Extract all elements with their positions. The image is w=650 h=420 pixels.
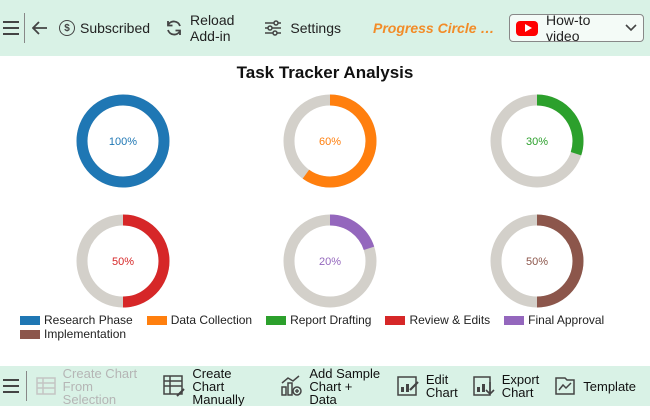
legend-item-review-and-edits: Review & Edits xyxy=(385,313,490,327)
sliders-icon xyxy=(265,20,282,36)
add-sample-label-1: Add Sample xyxy=(309,365,381,381)
legend-item-research-phase: Research Phase xyxy=(20,313,133,327)
progress-value-label: 60% xyxy=(319,136,341,148)
create-manual-label-2: Manually xyxy=(192,391,245,407)
progress-value-label: 50% xyxy=(526,256,548,268)
legend-item-data-collection: Data Collection xyxy=(146,313,253,327)
add-sample-label-2: Chart + Data xyxy=(309,378,353,407)
progress-circle-review-and-edits: 50% xyxy=(76,214,170,308)
table-icon xyxy=(35,377,56,395)
back-arrow-icon[interactable] xyxy=(29,0,51,56)
legend-swatch xyxy=(385,315,406,325)
progress-circle-research-phase: 100% xyxy=(76,94,170,188)
legend-item-report-drafting: Report Drafting xyxy=(266,313,371,327)
toolbar-divider xyxy=(24,13,25,43)
settings-button[interactable]: Settings xyxy=(264,20,341,36)
progress-arc-report-drafting xyxy=(536,94,584,156)
legend-label: Data Collection xyxy=(170,313,253,327)
legend-label: Report Drafting xyxy=(290,313,372,327)
legend-label: Research Phase xyxy=(44,313,133,327)
edit-label-1: Edit xyxy=(425,372,449,387)
legend-label: Review & Edits xyxy=(409,313,491,327)
top-toolbar: $ Subscribed Reload Add-in Settings Prog… xyxy=(0,0,650,56)
legend-label: Final Approval xyxy=(528,313,605,327)
template-label: Template xyxy=(583,378,637,394)
progress-value-label: 50% xyxy=(112,256,134,268)
export-icon xyxy=(472,376,495,396)
howto-video-dropdown[interactable]: How-to video xyxy=(509,12,645,44)
menu-icon[interactable] xyxy=(0,0,22,56)
progress-arc-review-and-edits xyxy=(122,214,170,308)
progress-circle-final-approval: 20% xyxy=(283,214,377,308)
subscribed-label: Subscribed xyxy=(80,20,151,36)
progress-value-label: 20% xyxy=(319,256,341,268)
settings-label: Settings xyxy=(290,20,342,36)
legend-swatch xyxy=(504,315,525,325)
progress-value-label: 100% xyxy=(109,136,137,148)
legend-row: Implementation xyxy=(20,327,640,341)
chart-title: Task Tracker Analysis xyxy=(236,63,414,82)
export-label-2: Chart xyxy=(501,385,534,400)
legend-row: Research Phase Data Collection Report Draf… xyxy=(20,313,640,327)
progress-circle-data-collection: 60% xyxy=(283,94,377,188)
export-label-1: Export xyxy=(501,372,540,387)
progress-value-label: 30% xyxy=(526,136,548,148)
subscribed-button[interactable]: $ Subscribed xyxy=(59,20,150,36)
reload-label-line2: Add-in xyxy=(190,28,231,44)
chevron-down-icon xyxy=(625,24,637,32)
progress-circle-implementation: 50% xyxy=(490,214,584,308)
progress-arc-data-collection xyxy=(302,94,377,188)
bottom-strip xyxy=(0,406,650,420)
progress-circles-chart: 100% 60% 30% 50% 20% 50% xyxy=(76,94,584,308)
add-sample-button[interactable]: Add Sample Chart + Data xyxy=(279,367,382,406)
dollar-icon: $ xyxy=(59,20,75,36)
legend-swatch xyxy=(266,315,287,325)
create-selection-label-1: Create Chart xyxy=(62,365,138,381)
progress-arc-final-approval xyxy=(329,214,375,251)
create-manually-button[interactable]: Create Chart Manually xyxy=(162,367,265,406)
edit-label-2: Chart xyxy=(425,385,458,400)
template-icon xyxy=(555,377,576,395)
reload-addin-button[interactable]: Reload Add-in xyxy=(164,12,234,44)
create-from-selection-button[interactable]: Create Chart From Selection xyxy=(35,367,149,406)
legend-swatch xyxy=(146,315,167,325)
bottom-toolbar: Create Chart From Selection Create Chart… xyxy=(0,366,650,406)
reload-icon xyxy=(167,20,181,36)
howto-label: How-to video xyxy=(546,12,591,44)
table-edit-icon xyxy=(163,375,186,397)
progress-circle-report-drafting: 30% xyxy=(490,94,584,188)
legend-item-final-approval: Final Approval xyxy=(504,313,604,327)
create-selection-label-2: From Selection xyxy=(62,378,117,407)
export-chart-button[interactable]: Export Chart xyxy=(472,372,540,400)
legend-swatch xyxy=(20,315,40,325)
legend-swatch xyxy=(20,329,40,339)
edit-chart-button[interactable]: Edit Chart xyxy=(396,373,458,399)
progress-arc-implementation xyxy=(536,214,584,308)
chart-legend: Research Phase Data Collection Report Draf… xyxy=(20,313,640,341)
legend-label: Implementation xyxy=(44,327,127,341)
legend-item-implementation: Implementation xyxy=(20,327,126,341)
bottom-divider xyxy=(25,371,27,401)
reload-label-line1: Reload xyxy=(190,12,235,28)
progress-arc-research-phase xyxy=(76,94,170,188)
create-manual-label-1: Create Chart xyxy=(192,365,232,394)
edit-chart-icon xyxy=(397,376,419,396)
bottom-menu-icon[interactable] xyxy=(0,366,22,406)
chart-add-icon xyxy=(281,375,303,396)
template-button[interactable]: Template xyxy=(553,374,636,398)
youtube-icon xyxy=(516,20,539,36)
